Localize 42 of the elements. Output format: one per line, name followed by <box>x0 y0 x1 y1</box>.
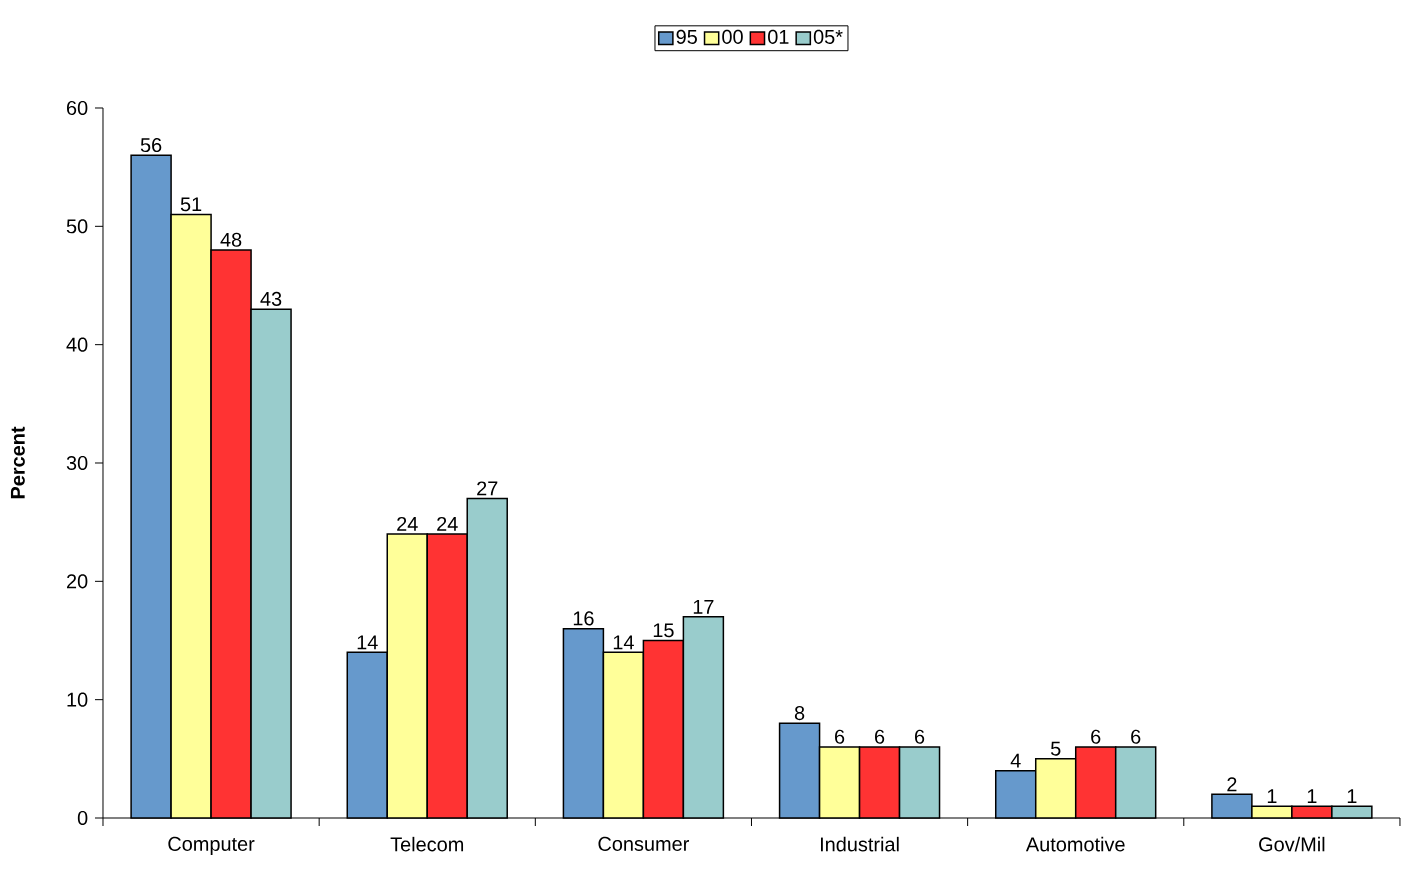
data-label: 14 <box>613 635 634 650</box>
legend-label: 95 <box>676 29 697 44</box>
data-label: 24 <box>437 516 458 531</box>
y-tick-label: 0 <box>77 810 88 826</box>
data-label: 27 <box>477 481 498 496</box>
data-label: 14 <box>357 635 378 650</box>
data-label: 17 <box>693 599 714 614</box>
x-tick-label: Automotive <box>1025 836 1125 852</box>
data-label: 1 <box>1267 789 1277 803</box>
data-label: 2 <box>1227 777 1237 792</box>
y-tick-label: 20 <box>67 574 88 589</box>
data-label: 48 <box>220 232 242 247</box>
data-label: 43 <box>260 291 282 306</box>
data-label: 8 <box>794 706 805 721</box>
y-tick-label: 50 <box>66 219 88 234</box>
data-label: 15 <box>653 623 674 638</box>
y-tick-label: 40 <box>66 337 88 352</box>
legend-label: 01 <box>768 29 789 44</box>
x-tick-label: Industrial <box>820 836 899 852</box>
data-label: 6 <box>835 729 845 744</box>
data-label: 56 <box>140 138 162 153</box>
y-tick-label: 30 <box>66 455 88 471</box>
data-label: 1 <box>1347 789 1357 803</box>
data-label: 51 <box>180 197 202 212</box>
x-tick-label: Gov/Mil <box>1259 836 1325 852</box>
data-label: 5 <box>1050 741 1061 756</box>
x-tick-label: Computer <box>168 836 255 855</box>
data-label: 16 <box>573 611 594 626</box>
data-label: 6 <box>1091 729 1101 744</box>
legend-label: 00 <box>722 29 743 44</box>
data-label: 4 <box>1010 753 1021 768</box>
x-tick-label: Telecom <box>390 836 464 852</box>
y-tick-label: 60 <box>67 100 88 116</box>
data-label: 24 <box>397 516 418 531</box>
legend-label: 05* <box>813 29 843 44</box>
data-label: 6 <box>915 729 925 744</box>
data-label: 6 <box>1131 729 1141 744</box>
y-tick-label: 10 <box>67 692 88 707</box>
data-label: 1 <box>1307 789 1317 803</box>
y-axis-title: Percent <box>10 426 25 499</box>
data-label: 6 <box>875 729 885 744</box>
x-tick-label: Consumer <box>598 836 689 851</box>
